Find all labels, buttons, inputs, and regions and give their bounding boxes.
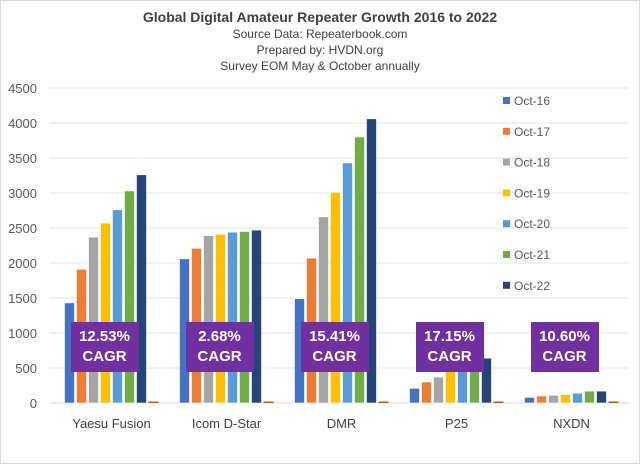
legend-label: Oct-20: [514, 217, 550, 231]
bar-cagr-nxdn: [608, 401, 619, 403]
legend-item: Oct-17: [503, 125, 550, 139]
bar-oct-19-icom-d-star: [215, 234, 226, 404]
bar-oct-18-dmr: [318, 216, 329, 404]
y-tick-label: 1500: [8, 291, 37, 306]
bar-oct-21-nxdn: [584, 390, 595, 404]
bar-oct-20-icom-d-star: [227, 231, 238, 404]
cagr-label: 2.68% CAGR: [185, 322, 254, 372]
y-tick-label: 500: [15, 361, 37, 376]
y-axis: 0 500 1000 1500 2000 2500 3000 3500 4000 4500: [8, 81, 37, 411]
legend-label: Oct-21: [514, 248, 550, 262]
bar-oct-22-dmr: [366, 118, 377, 404]
bar-oct-18-icom-d-star: [203, 235, 214, 404]
legend-label: Oct-18: [514, 156, 550, 170]
bar-oct-19-p25: [445, 371, 456, 404]
cagr-label: 15.41% CAGR: [300, 322, 369, 372]
cagr-percent: 2.68%: [198, 328, 241, 345]
bar-oct-17-p25: [421, 381, 432, 404]
bar-oct-19-nxdn: [560, 394, 571, 404]
bar-oct-19-dmr: [330, 192, 341, 404]
y-tick-label: 2000: [8, 256, 37, 271]
bar-oct-17-nxdn: [536, 395, 547, 404]
chart-subtitle-survey: Survey EOM May & October annually: [220, 59, 420, 73]
bar-oct-20-yaesu-fusion: [112, 209, 123, 404]
bar-cagr-p25: [493, 401, 504, 403]
x-tick-label: NXDN: [553, 416, 590, 431]
cagr-text: CAGR: [82, 348, 127, 365]
legend-label: Oct-19: [514, 186, 550, 200]
legend-swatch: [503, 189, 510, 197]
y-tick-label: 2500: [8, 221, 37, 236]
legend-item: Oct-22: [503, 279, 550, 293]
chart-subtitle-source: Source Data: Repeaterbook.com: [232, 27, 408, 41]
legend-item: Oct-18: [503, 156, 550, 170]
legend-swatch: [503, 281, 510, 289]
legend-label: Oct-22: [514, 279, 550, 293]
bar-oct-18-p25: [433, 376, 444, 404]
bar-oct-21-icom-d-star: [239, 231, 250, 404]
legend-swatch: [503, 127, 510, 135]
bar-oct-22-nxdn: [596, 390, 607, 404]
bar-oct-16-nxdn: [524, 397, 535, 404]
cagr-text: CAGR: [197, 348, 242, 365]
legend-swatch: [503, 158, 510, 166]
bar-oct-20-p25: [457, 366, 468, 404]
legend-label: Oct-16: [514, 94, 550, 108]
cagr-label: 10.60% CAGR: [530, 322, 599, 372]
cagr-percent: 10.60%: [539, 328, 590, 345]
cagr-percent: 12.53%: [79, 328, 130, 345]
legend-swatch: [503, 220, 510, 228]
legend-item: Oct-21: [503, 248, 550, 262]
legend: Oct-16 Oct-17 Oct-18 Oct-19 Oct-20 Oct-21 Oct-…: [503, 94, 550, 293]
bar-oct-21-dmr: [354, 136, 365, 404]
x-tick-label: Icom D-Star: [192, 416, 262, 431]
bar-oct-18-yaesu-fusion: [88, 236, 99, 404]
cagr-label: 12.53% CAGR: [70, 322, 139, 372]
legend-item: Oct-16: [503, 94, 550, 108]
legend-label: Oct-17: [514, 125, 550, 139]
chart-titles: Global Digital Amateur Repeater Growth 2…: [0, 8, 640, 74]
chart-title: Global Digital Amateur Repeater Growth 2…: [142, 9, 498, 25]
x-tick-label: P25: [445, 416, 468, 431]
bar-oct-22-p25: [481, 357, 492, 404]
bar-oct-19-yaesu-fusion: [100, 222, 111, 404]
bar-cagr-yaesu-fusion: [148, 401, 159, 403]
y-tick-label: 0: [30, 396, 37, 411]
cagr-text: CAGR: [542, 348, 587, 365]
legend-item: Oct-20: [503, 217, 550, 231]
y-tick-label: 3000: [8, 186, 37, 201]
bar-oct-16-p25: [409, 387, 420, 404]
cagr-percent: 17.15%: [424, 328, 475, 345]
cagr-text: CAGR: [312, 348, 357, 365]
y-tick-label: 3500: [8, 151, 37, 166]
chart-subtitle-prepared: Prepared by: HVDN.org: [256, 43, 384, 57]
x-axis: Yaesu Fusion Icom D-Star DMR P25 NXDN: [72, 416, 590, 431]
y-tick-label: 4000: [8, 116, 37, 131]
bar-cagr-dmr: [378, 401, 389, 403]
legend-item: Oct-19: [503, 186, 550, 200]
bar-oct-21-yaesu-fusion: [124, 190, 135, 404]
y-tick-label: 4500: [8, 81, 37, 96]
bar-oct-20-dmr: [342, 162, 353, 404]
bar-oct-22-icom-d-star: [251, 229, 262, 404]
cagr-percent: 15.41%: [309, 328, 360, 345]
bar-oct-20-nxdn: [572, 392, 583, 404]
x-tick-label: DMR: [327, 416, 357, 431]
cagr-text: CAGR: [427, 348, 472, 365]
x-tick-label: Yaesu Fusion: [72, 416, 151, 431]
bar-cagr-icom-d-star: [263, 401, 274, 403]
cagr-label: 17.15% CAGR: [415, 322, 484, 372]
y-tick-label: 1000: [8, 326, 37, 341]
legend-swatch: [503, 97, 510, 104]
bar-oct-18-nxdn: [548, 394, 559, 404]
bar-oct-22-yaesu-fusion: [136, 174, 147, 404]
legend-swatch: [503, 251, 510, 258]
